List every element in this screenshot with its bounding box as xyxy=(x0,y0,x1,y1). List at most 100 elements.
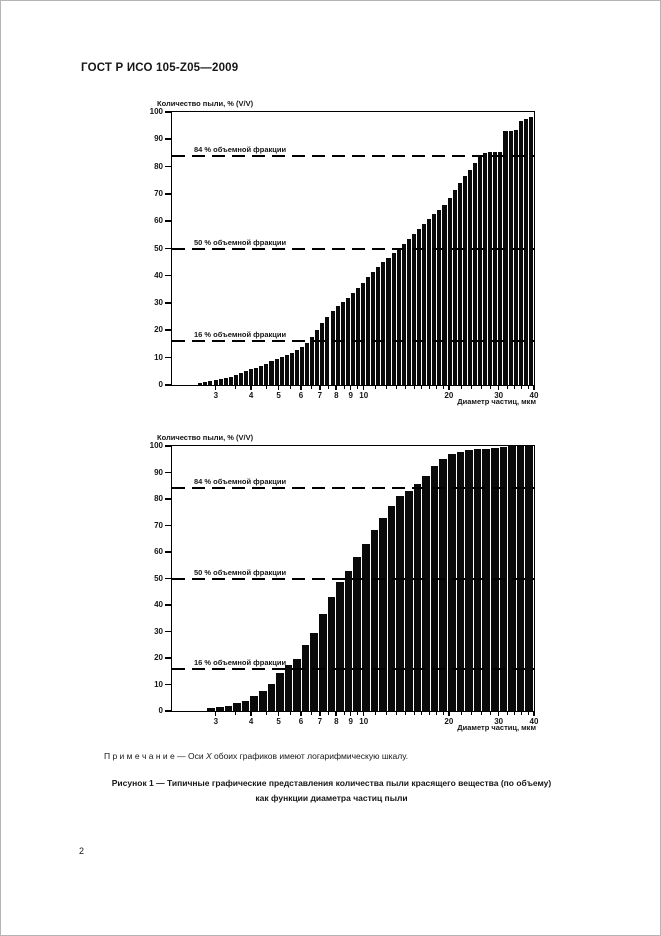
y-axis-tick xyxy=(165,329,172,332)
x-axis-minor-tick xyxy=(460,711,462,715)
y-axis-tick-label: 30 xyxy=(154,626,163,636)
y-axis-tick-label: 80 xyxy=(154,494,163,503)
histogram-bar xyxy=(439,458,448,711)
histogram-bar xyxy=(254,367,259,385)
percentile-guide-label: 50 % объемной фракции xyxy=(194,567,287,577)
histogram-bar xyxy=(330,310,335,385)
x-axis-tick xyxy=(318,711,321,716)
histogram-bar xyxy=(250,696,258,711)
x-axis-minor-tick xyxy=(506,385,508,389)
histogram-bar xyxy=(422,223,427,385)
histogram-bar xyxy=(386,257,391,385)
x-axis-minor-tick xyxy=(428,711,430,715)
histogram-bar xyxy=(437,209,442,385)
histogram-bar xyxy=(215,707,224,711)
x-axis-minor-tick xyxy=(521,711,523,715)
histogram-bar xyxy=(422,475,430,711)
histogram-bar xyxy=(294,350,299,385)
x-axis-minor-tick xyxy=(490,711,492,715)
x-axis-tick-label: 40 xyxy=(529,717,539,726)
x-axis-minor-tick xyxy=(442,385,444,389)
histogram-bar xyxy=(241,700,250,711)
y-axis-tick-label: 10 xyxy=(154,352,163,362)
x-axis-minor-tick xyxy=(413,385,415,389)
histogram-bar xyxy=(405,490,413,711)
x-axis-tick-label: 3 xyxy=(213,717,219,726)
histogram-bar xyxy=(447,197,452,385)
histogram-bar xyxy=(396,248,401,385)
histogram-bar xyxy=(267,683,276,711)
figure-caption-line1: Рисунок 1 — Типичные графические предста… xyxy=(111,778,552,788)
y-axis-tick-label: 20 xyxy=(154,653,163,662)
x-axis-tick-label: 9 xyxy=(348,391,353,400)
histogram-bar xyxy=(498,151,503,385)
percentile-guide-label: 50 % объемной фракции xyxy=(194,237,287,247)
y-axis-tick xyxy=(165,384,172,386)
histogram-bar xyxy=(301,645,310,711)
histogram-bar xyxy=(213,380,218,385)
x-axis-tick-label: 5 xyxy=(276,391,281,400)
x-axis-minor-tick xyxy=(435,385,437,389)
histogram-bar xyxy=(371,272,376,385)
y-axis-tick-label: 60 xyxy=(154,216,163,226)
x-axis-tick-label: 10 xyxy=(359,717,369,726)
x-axis-minor-tick xyxy=(428,385,430,389)
x-axis-minor-tick xyxy=(310,711,312,715)
histogram-bar xyxy=(320,323,325,385)
histogram-bar xyxy=(310,632,319,711)
histogram-bar xyxy=(336,582,344,711)
x-axis-tick xyxy=(362,711,365,716)
histogram-bar xyxy=(427,219,432,385)
percentile-guide-line xyxy=(172,577,534,580)
y-axis-tick xyxy=(165,577,172,580)
x-axis-tick xyxy=(299,711,302,716)
x-axis-tick xyxy=(214,711,217,716)
histogram-bar xyxy=(416,228,422,385)
histogram-bar xyxy=(413,483,422,711)
x-axis-title: Диаметр частиц, мкм xyxy=(457,397,536,406)
page-number: 2 xyxy=(79,846,85,856)
x-axis-tick xyxy=(447,385,450,390)
y-axis-tick-label: 90 xyxy=(154,134,163,144)
x-axis-minor-tick xyxy=(514,385,516,389)
histogram-bar xyxy=(340,301,345,385)
y-axis-tick xyxy=(165,630,172,633)
x-axis-tick xyxy=(497,385,500,390)
x-axis-tick-label: 8 xyxy=(334,391,339,400)
x-axis-minor-tick xyxy=(375,711,377,715)
x-axis-minor-tick xyxy=(481,385,483,389)
x-axis-tick xyxy=(533,385,535,390)
x-axis-tick-label: 30 xyxy=(494,391,504,400)
histogram-bar xyxy=(411,233,416,385)
x-axis-minor-tick xyxy=(405,385,407,389)
y-axis-tick xyxy=(165,498,172,500)
y-axis-tick xyxy=(165,111,172,113)
y-axis-tick xyxy=(165,683,172,686)
x-axis-minor-tick xyxy=(357,711,359,715)
histogram-bar xyxy=(228,377,233,385)
y-axis-tick xyxy=(165,471,172,474)
x-axis-tick-label: 20 xyxy=(444,717,454,726)
x-axis-minor-tick xyxy=(328,385,330,389)
x-axis-tick-label: 4 xyxy=(248,717,254,726)
x-axis-minor-tick xyxy=(527,711,529,715)
histogram-bar xyxy=(488,152,493,385)
y-axis-tick-label: 50 xyxy=(154,573,163,583)
histogram-bar xyxy=(327,597,336,711)
x-axis-tick xyxy=(318,385,321,390)
histogram-bar xyxy=(233,703,241,711)
percentile-guide-line xyxy=(172,247,534,250)
y-axis-tick xyxy=(165,524,172,527)
histogram-bar xyxy=(269,361,274,385)
histogram-bar xyxy=(448,454,456,711)
note-text: П р и м е ч а н и е — Оси xyxy=(104,751,206,761)
y-axis-tick-label: 40 xyxy=(154,600,163,609)
x-axis-tick xyxy=(335,711,337,716)
histogram-bar xyxy=(238,372,243,385)
x-axis-tick xyxy=(299,385,302,390)
x-axis-tick xyxy=(214,385,217,390)
x-axis-minor-tick xyxy=(481,711,483,715)
note: П р и м е ч а н и е — Оси X обоих график… xyxy=(104,751,624,761)
histogram-bar xyxy=(293,659,301,711)
